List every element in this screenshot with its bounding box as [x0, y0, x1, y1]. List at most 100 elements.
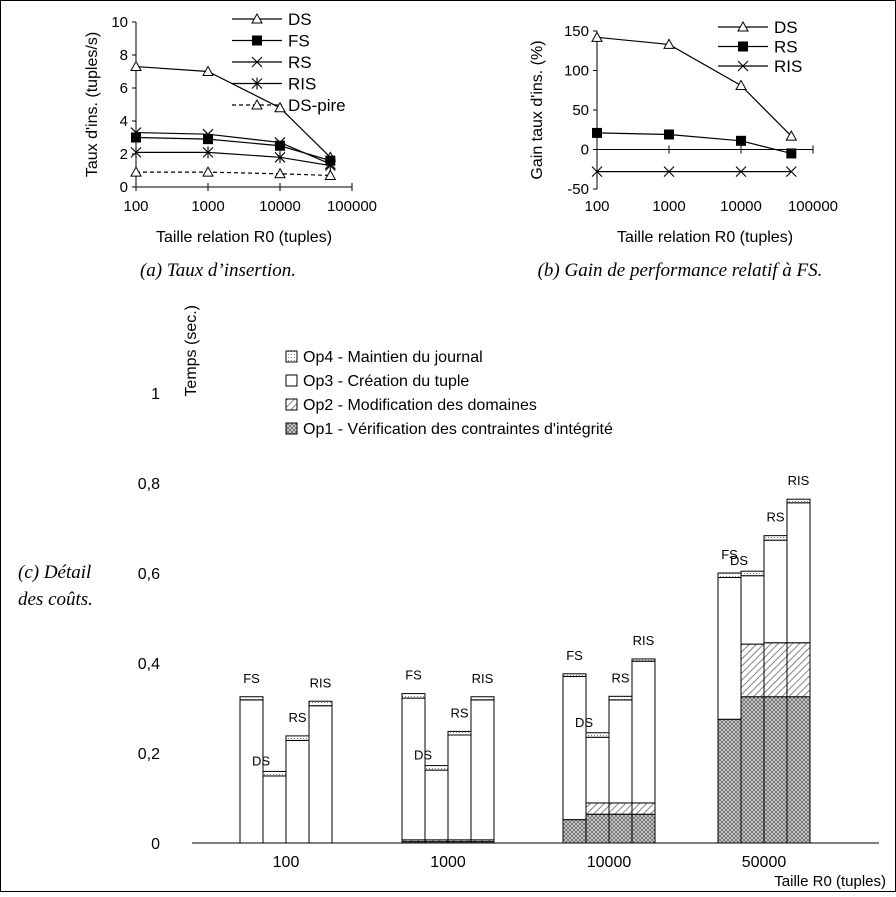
series-line-rs: [596, 132, 792, 155]
series-ds: DS: [130, 10, 337, 162]
bar-segment-op1: [608, 813, 633, 844]
legend-label: DS: [288, 10, 312, 29]
y-axis-label: Gain taux d'ins. (%): [529, 40, 546, 179]
y-tick-label: 10: [111, 14, 128, 31]
bar-segment-op1: [786, 696, 811, 844]
legend-item: Op3 - Création du tuple: [285, 373, 469, 390]
y-tick-label: 50: [572, 102, 589, 119]
bar-segment-op4: [717, 572, 742, 578]
caption-c-line2: des coûts.: [18, 589, 93, 610]
bar-label: DS: [730, 553, 748, 568]
legend-marker: [251, 56, 263, 68]
chart-c-cost-breakdown: 0 0,2 0,4 0,6 0,8 1 Temps (sec.) Taille R0 (tup…: [138, 305, 886, 890]
y-axis-label: Temps (sec.): [183, 305, 200, 397]
data-point-ds: [663, 38, 675, 49]
legend-label: Op3 - Création du tuple: [303, 373, 469, 390]
data-point-fs: [275, 140, 285, 151]
x-tick-label: 10000: [587, 854, 632, 871]
bar-segment-op3: [470, 699, 495, 841]
legend-item: Op2 - Modification des domaines: [285, 397, 537, 414]
bar-segment-op2: [740, 643, 765, 698]
x-axis-label: Taille relation R0 (tuples): [156, 229, 332, 246]
data-point-rs: [592, 127, 602, 138]
series-rs: RS: [130, 53, 336, 170]
data-point-ds: [735, 79, 747, 91]
legend-label: RIS: [774, 57, 802, 76]
bar-label: RS: [611, 670, 629, 685]
bar-segment-op4: [308, 700, 333, 707]
x-tick-label: 50000: [742, 854, 787, 871]
bar-segment-op4: [239, 696, 264, 701]
bar-segment-op3: [447, 734, 472, 841]
bar-segment-op3: [717, 577, 742, 720]
bar-group-100: FS DS RS RIS 100: [239, 671, 333, 871]
caption-c-line1: (c) Détail: [18, 562, 91, 583]
legend-marker: [251, 12, 263, 24]
bar-segment-op1: [585, 813, 610, 844]
series-line-ds: [135, 65, 331, 158]
y-tick-label: 2: [120, 146, 128, 163]
bar-segment-op4: [401, 693, 426, 699]
series-ds: DS: [591, 18, 798, 141]
data-point-fs: [203, 134, 213, 145]
bar-label: DS: [414, 748, 432, 763]
bar-segment-op3: [631, 660, 656, 804]
bar-segment-op2: [786, 642, 811, 698]
data-point-rs: [664, 129, 674, 140]
series-line-ris: [136, 151, 331, 167]
legend-marker: [737, 60, 749, 72]
data-point-ds: [274, 101, 286, 113]
series-ris: RIS: [130, 75, 336, 172]
data-point-ris: [785, 166, 797, 178]
bar-segment-op3: [608, 699, 633, 804]
series-fs: FS: [131, 32, 336, 166]
data-point-rs: [736, 135, 746, 146]
y-tick-label: 0: [581, 142, 589, 159]
bar-segment-op1: [763, 696, 788, 844]
bar-segment-op4: [562, 673, 587, 677]
bar-segment-op2: [763, 642, 788, 698]
data-point-ds: [202, 65, 214, 76]
y-tick-label: 6: [120, 80, 128, 97]
data-point-ds-pire: [130, 166, 142, 177]
bar-segment-op3: [239, 699, 264, 844]
y-tick-label: 150: [564, 23, 589, 40]
bar-segment-op3: [763, 539, 788, 644]
bar-label: RS: [450, 705, 468, 720]
legend-swatch: [285, 398, 298, 411]
bar-label: FS: [721, 547, 738, 562]
bar-segment-op3: [562, 676, 587, 821]
legend-marker: [737, 20, 749, 32]
x-tick-label: 1000: [191, 198, 224, 215]
bar-label: FS: [566, 648, 583, 663]
bar-segment-op4: [608, 695, 633, 701]
legend-marker: [252, 35, 262, 46]
bar-segment-op4: [631, 658, 656, 662]
y-tick-label: 0: [120, 179, 128, 196]
legend-label: RIS: [288, 75, 316, 94]
chart-b-performance-gain: -50 0 50 100 150 100 1000 10000 100000 Taille rel…: [529, 18, 838, 246]
series-line-ds-pire: [136, 171, 331, 177]
series-line-fs: [135, 136, 331, 162]
data-point-ris: [663, 166, 675, 178]
data-point-rs: [274, 137, 286, 148]
y-tick-label: 1: [151, 386, 160, 403]
x-tick-label: 100000: [327, 198, 377, 215]
y-axis-label: Taux d'ins. (tuples/s): [84, 32, 101, 177]
bar-segment-op3: [308, 705, 333, 844]
chart-a-insertion-rate: 0 2 4 6 8 10 100 1000 10000 100000 Taille relation…: [84, 10, 377, 246]
series-line-rs: [135, 131, 331, 165]
y-tick-label: 0,2: [138, 746, 160, 763]
bar-label: RIS: [633, 633, 655, 648]
bar-segment-op2: [631, 802, 656, 815]
data-point-ds: [591, 31, 603, 42]
x-tick-label: 10000: [720, 198, 762, 215]
y-tick-label: 0,6: [138, 566, 160, 583]
caption-b: (b) Gain de performance relatif à FS.: [538, 260, 823, 281]
bar-segment-op3: [262, 775, 287, 844]
bar-segment-op4: [585, 732, 610, 738]
x-tick-label: 100: [584, 198, 609, 215]
